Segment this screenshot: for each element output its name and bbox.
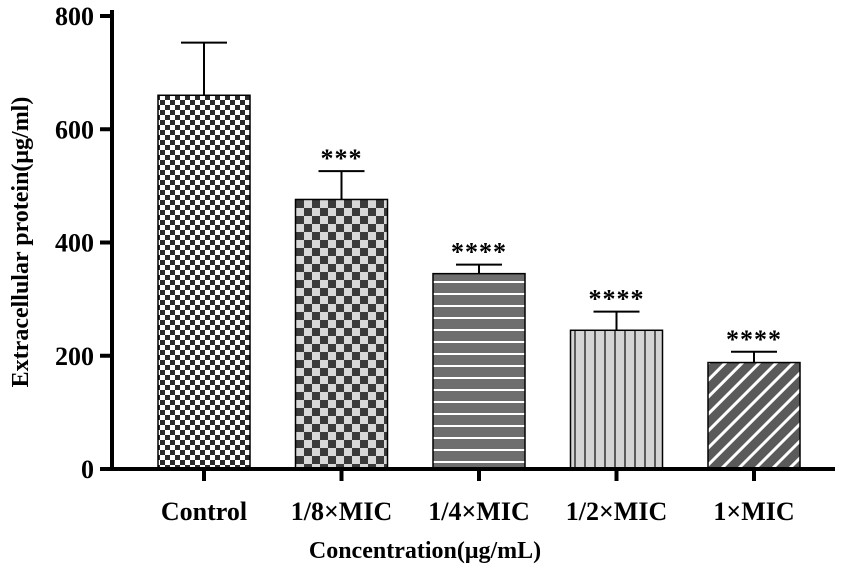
significance-label: **** bbox=[726, 325, 782, 354]
y-tick-label: 200 bbox=[55, 342, 94, 371]
y-ticks-group: 0 200 400 600 800 bbox=[55, 2, 112, 484]
y-tick-label: 800 bbox=[55, 2, 94, 31]
bar bbox=[707, 361, 801, 470]
x-tick-label: 1×MIC bbox=[713, 497, 794, 526]
x-tick-label: 1/8×MIC bbox=[291, 497, 392, 526]
bar bbox=[294, 198, 389, 470]
x-axis-label: Concentration(μg/mL) bbox=[309, 538, 541, 564]
significance-labels-group: *************** bbox=[321, 144, 782, 354]
bars-group bbox=[157, 94, 801, 470]
y-tick-label: 400 bbox=[55, 229, 94, 258]
bar bbox=[569, 329, 664, 470]
significance-label: **** bbox=[589, 285, 645, 314]
y-axis-label: Extracellular protein(μg/ml) bbox=[8, 97, 34, 388]
bar bbox=[432, 272, 526, 470]
y-tick-label: 0 bbox=[81, 455, 94, 484]
bar bbox=[157, 94, 251, 470]
significance-label: *** bbox=[321, 144, 363, 173]
x-tick-label: Control bbox=[161, 497, 247, 526]
y-tick-label: 600 bbox=[55, 115, 94, 144]
x-ticks-group: Control 1/8×MIC 1/4×MIC 1/2×MIC 1×MIC bbox=[161, 469, 795, 526]
error-bars-group bbox=[181, 41, 777, 363]
x-tick-label: 1/4×MIC bbox=[428, 497, 529, 526]
x-tick-label: 1/2×MIC bbox=[566, 497, 667, 526]
significance-label: **** bbox=[451, 238, 507, 267]
